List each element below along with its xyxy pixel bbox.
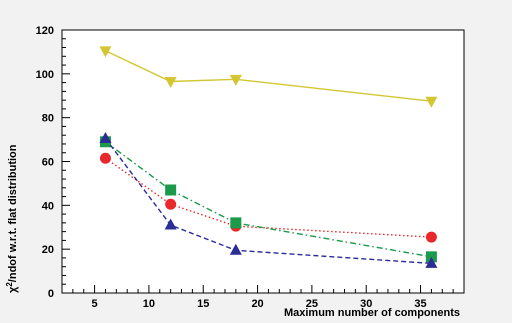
series-1-point bbox=[425, 231, 437, 243]
series-0-line bbox=[105, 50, 432, 102]
x-tick-label: 10 bbox=[143, 298, 155, 310]
x-tick-label: 35 bbox=[414, 298, 426, 310]
series-0-point bbox=[425, 96, 438, 108]
y-tick-label: 60 bbox=[42, 157, 54, 169]
x-tick-label: 15 bbox=[197, 298, 209, 310]
series-3-point bbox=[425, 256, 438, 268]
series-2-point bbox=[425, 251, 437, 263]
y-tick-label: 40 bbox=[42, 200, 54, 212]
series-3-point bbox=[99, 131, 112, 143]
y-tick-label: 120 bbox=[36, 25, 54, 37]
series-2-point bbox=[165, 184, 177, 196]
x-tick-label: 20 bbox=[251, 298, 263, 310]
y-tick-label: 80 bbox=[42, 113, 54, 125]
y-tick-label: 0 bbox=[48, 288, 54, 300]
series-1-point bbox=[165, 198, 177, 210]
chart-axes: 5 10 15 20 25 30 35 0 20 40 60 80 100 120 bbox=[36, 25, 465, 310]
series-1-point bbox=[99, 152, 111, 164]
x-axis-title: Maximum number of components bbox=[284, 307, 460, 319]
series-3-point bbox=[229, 243, 242, 255]
x-tick-label: 30 bbox=[360, 298, 372, 310]
series-0-point bbox=[164, 77, 177, 89]
x-tick-label: 25 bbox=[306, 298, 318, 310]
series-3-point bbox=[164, 218, 177, 230]
y-tick-label: 100 bbox=[36, 69, 54, 81]
series-0-point bbox=[99, 46, 112, 58]
y-axis-title: χ2/ndof w.r.t. flat distribution bbox=[5, 144, 20, 293]
x-tick-label: 5 bbox=[92, 298, 98, 310]
chart-marks bbox=[99, 46, 438, 268]
plot-area bbox=[61, 29, 465, 294]
series-2-line bbox=[105, 141, 432, 258]
series-3-line bbox=[104, 138, 432, 265]
series-0-point bbox=[229, 74, 242, 86]
series-2-point bbox=[230, 217, 242, 229]
y-tick-label: 20 bbox=[42, 244, 54, 256]
